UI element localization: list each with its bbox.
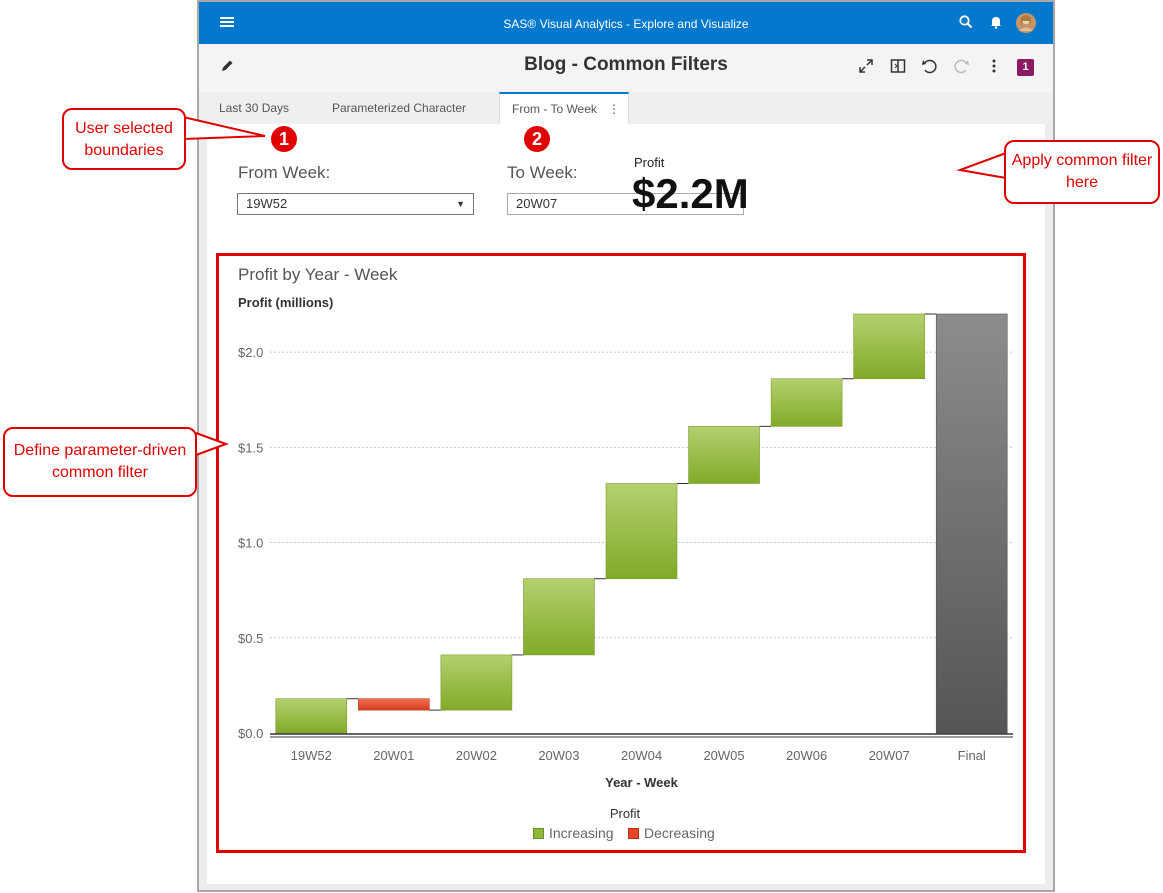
from-week-dropdown[interactable]: 19W52 ▼ [237, 193, 474, 215]
bar-final [935, 313, 1008, 734]
pointer-define [195, 432, 229, 456]
legend-label: Increasing [549, 825, 614, 841]
redo-icon[interactable] [954, 58, 972, 76]
to-week-value: 20W07 [516, 196, 558, 211]
from-week-label: From Week: [238, 163, 331, 182]
x-tick-label: 20W03 [538, 748, 579, 763]
legend-swatch-increasing [533, 828, 544, 839]
legend-swatch-decreasing [628, 828, 639, 839]
tab-menu-icon[interactable]: ⋮ [608, 102, 620, 116]
app-header: SAS® Visual Analytics - Explore and Visu… [199, 2, 1053, 44]
x-tick-label: 20W04 [621, 748, 662, 763]
bar-increasing [275, 698, 348, 734]
panel-icon[interactable] [890, 58, 908, 76]
x-tick-label: 20W01 [373, 748, 414, 763]
legend-label: Decreasing [644, 825, 715, 841]
bar-increasing [523, 578, 595, 656]
x-tick-label: 19W52 [291, 748, 332, 763]
to-week-dropdown[interactable]: 20W07 ▼ [507, 193, 744, 215]
tab-from-to-week[interactable]: From - To Week ⋮ [499, 92, 629, 125]
app-window: SAS® Visual Analytics - Explore and Visu… [197, 0, 1055, 892]
y-tick-label: $1.0 [238, 536, 263, 551]
bar-increasing [440, 654, 513, 711]
x-tick-label: 20W02 [456, 748, 497, 763]
tab-last-30-days[interactable]: Last 30 Days [219, 101, 290, 115]
undo-icon[interactable] [921, 58, 939, 76]
report-toolbar: Blog - Common Filters 1 [199, 44, 1053, 92]
avatar[interactable] [1015, 12, 1036, 33]
from-week-value: 19W52 [246, 196, 288, 211]
callout-user-selected: User selected boundaries [62, 108, 186, 170]
pointer-apply [956, 152, 1007, 179]
report-title: Blog - Common Filters [524, 54, 728, 75]
kpi-value: $2.2M [632, 170, 749, 217]
legend-decreasing: Decreasing [628, 825, 715, 841]
kpi-label: Profit [634, 155, 665, 170]
legend-title: Profit [609, 806, 641, 821]
tab-label: From - To Week [512, 102, 597, 116]
bar-increasing [853, 313, 925, 380]
callout-apply-filter: Apply common filter here [1004, 140, 1160, 204]
bar-increasing [688, 426, 760, 484]
x-tick-label: 20W07 [869, 748, 910, 763]
callout-define-filter: Define parameter-driven common filter [3, 427, 197, 497]
x-axis-title: Year - Week [605, 775, 679, 790]
y-tick-label: $0.5 [238, 631, 263, 646]
y-tick-label: $1.5 [238, 440, 263, 455]
x-tick-label: 20W05 [703, 748, 744, 763]
more-icon[interactable] [986, 58, 1004, 76]
legend-increasing: Increasing [533, 825, 614, 841]
edit-icon[interactable] [219, 58, 237, 76]
marker-2: 2 [524, 126, 550, 152]
report-tabs: Last 30 Days Parameterized Character Fro… [199, 92, 1053, 125]
chevron-down-icon: ▼ [726, 199, 735, 209]
app-title: SAS® Visual Analytics - Explore and Visu… [503, 17, 749, 31]
bar-increasing [605, 483, 678, 580]
search-icon[interactable] [958, 14, 978, 34]
expand-icon[interactable] [858, 58, 876, 76]
y-axis-title: Profit (millions) [238, 295, 334, 310]
bell-icon[interactable] [988, 14, 1008, 34]
menu-icon[interactable] [219, 14, 239, 34]
y-tick-label: $0.0 [238, 726, 263, 741]
to-week-label: To Week: [507, 163, 578, 182]
bar-increasing [770, 378, 843, 427]
page-count-badge[interactable]: 1 [1017, 59, 1034, 76]
y-tick-label: $2.0 [238, 345, 263, 360]
chart-title: Profit by Year - Week [238, 265, 398, 284]
marker-1: 1 [271, 126, 297, 152]
bar-decreasing [358, 698, 430, 711]
tab-parameterized-character[interactable]: Parameterized Character [332, 101, 467, 115]
x-tick-label: Final [958, 748, 986, 763]
chevron-down-icon: ▼ [456, 199, 465, 209]
pointer-user [182, 116, 266, 140]
x-tick-label: 20W06 [786, 748, 827, 763]
